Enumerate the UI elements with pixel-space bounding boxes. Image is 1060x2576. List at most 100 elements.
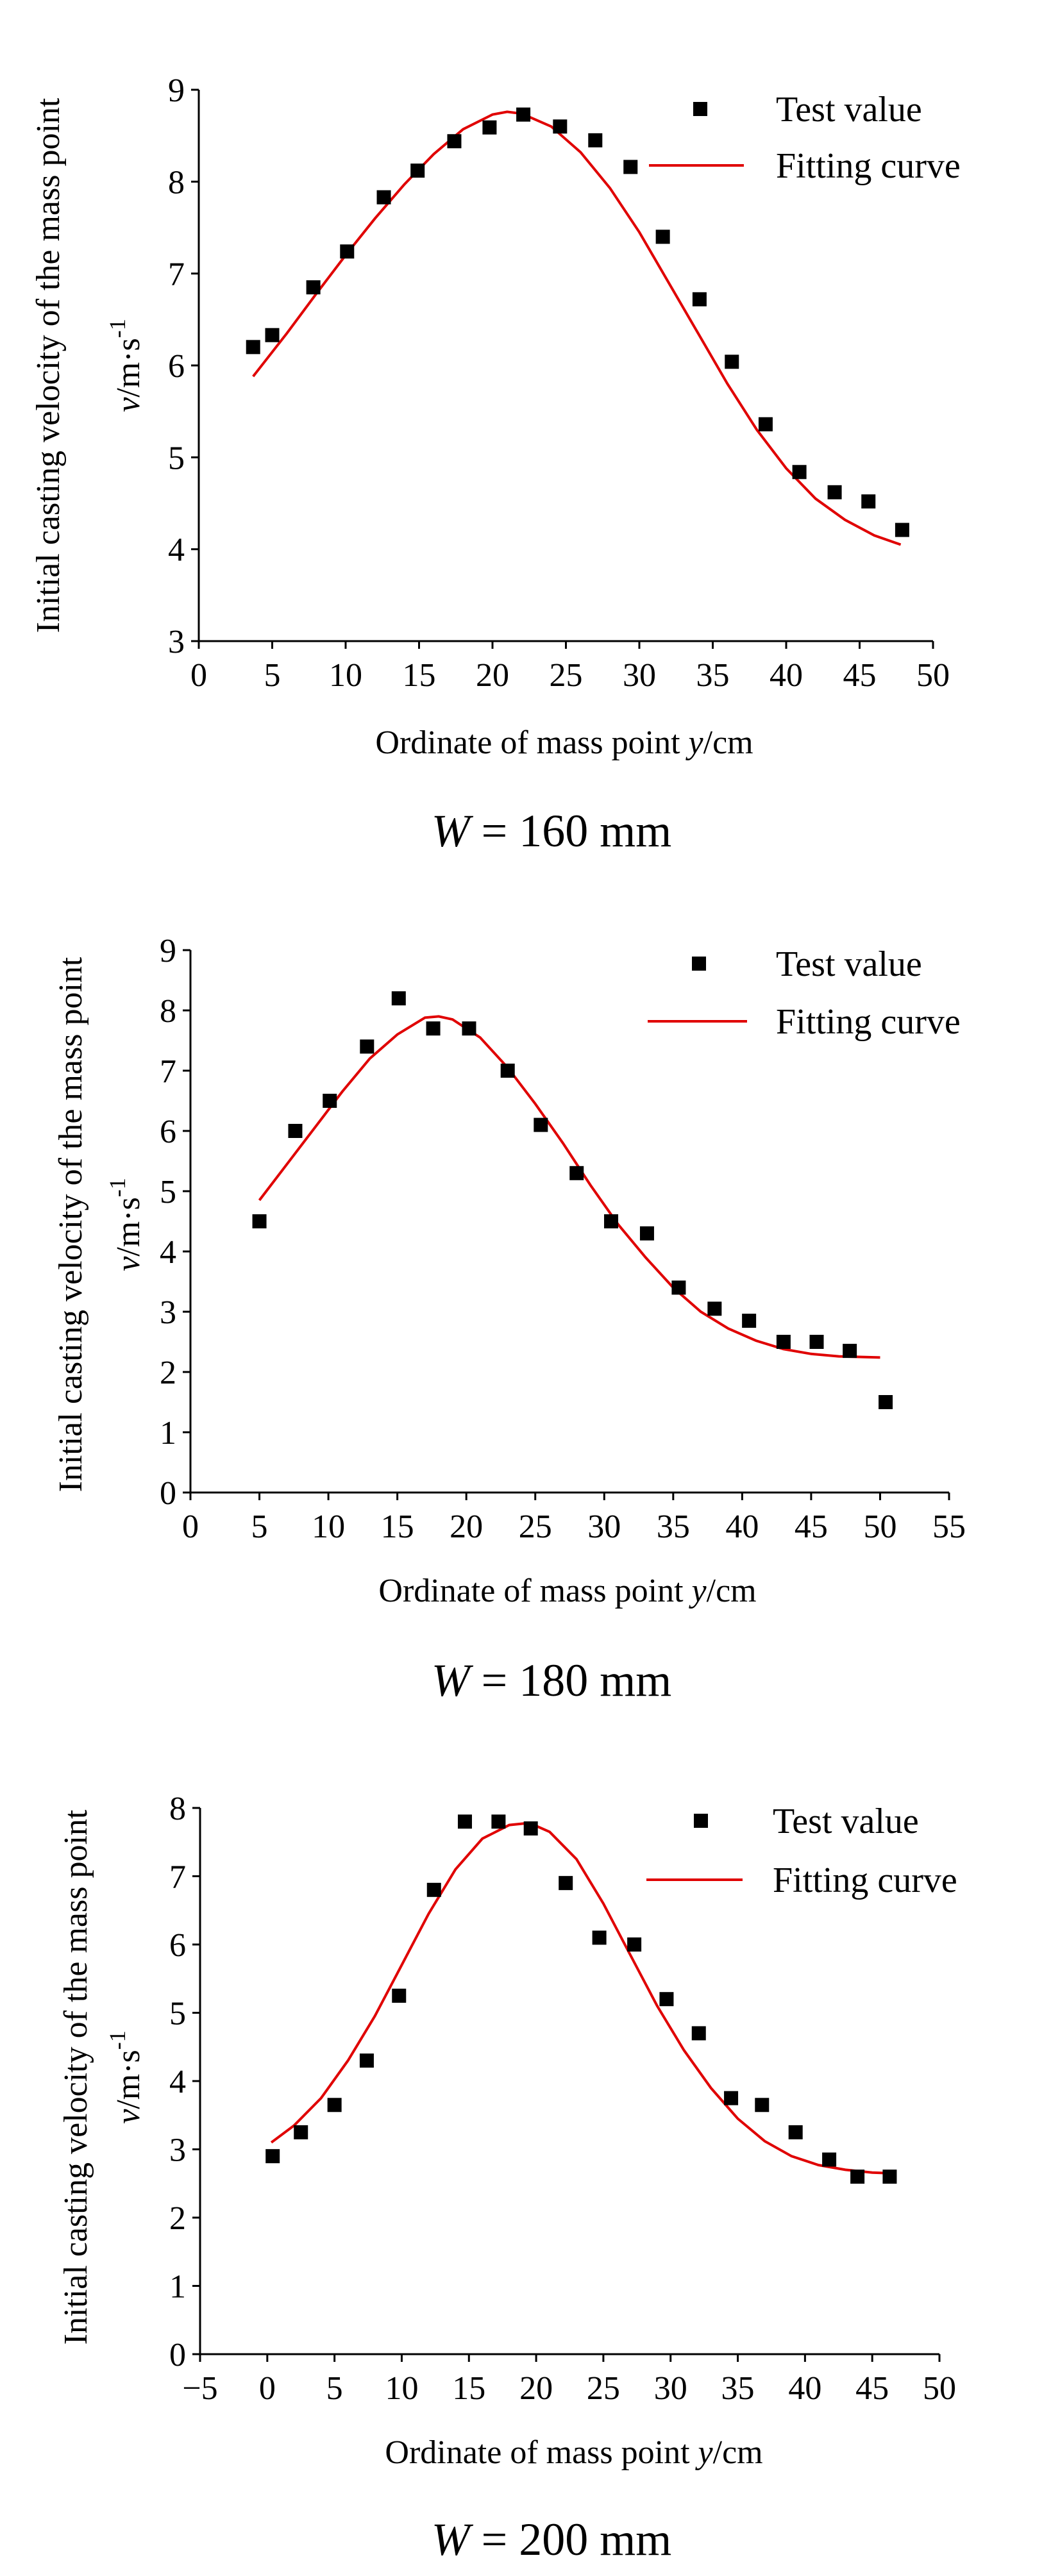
x-tick-label: 40 (788, 2370, 821, 2407)
test-value-point (359, 2053, 374, 2068)
x-title-text: Ordinate of mass point (385, 2434, 698, 2471)
x-tick-label: 10 (385, 2370, 418, 2407)
y-tick-label: 5 (168, 440, 185, 476)
legend-label-fitting-curve: Fitting curve (776, 146, 961, 186)
y-tick-label: 9 (160, 933, 176, 969)
test-value-point (294, 2125, 308, 2139)
test-value-point (426, 1882, 441, 1897)
test-value-point (265, 328, 280, 342)
x-tick-label: 35 (696, 657, 730, 694)
x-tick-label: 0 (182, 1509, 199, 1545)
y-unit-variable: v (110, 397, 147, 412)
test-value-point (391, 991, 406, 1006)
test-value-point (246, 340, 260, 355)
y-unit-superscript: -1 (105, 1178, 130, 1197)
y-axis-unit: v/m·s-1 (105, 2030, 147, 2124)
test-value-point (882, 2170, 897, 2184)
x-axis-title: Ordinate of mass point y/cm (375, 724, 753, 761)
test-value-point (392, 1988, 407, 2003)
y-tick-label: 8 (169, 1791, 186, 1827)
test-value-point (491, 1814, 506, 1829)
test-value-point (604, 1214, 619, 1228)
y-tick-label: 0 (160, 1475, 176, 1512)
x-tick-label: 5 (251, 1509, 268, 1545)
y-axis-unit: v/m·s-1 (105, 319, 147, 412)
x-tick-label: 30 (587, 1509, 621, 1545)
x-tick-label: 15 (403, 657, 436, 694)
x-title-text: Ordinate of mass point (378, 1573, 691, 1609)
test-value-point (725, 355, 739, 369)
x-tick-label: 45 (843, 657, 877, 694)
test-value-point (323, 1094, 337, 1108)
legend-label-test-value: Test value (773, 1802, 919, 1841)
y-tick-label: 4 (168, 532, 185, 569)
test-value-point (559, 1876, 573, 1891)
x-title-variable: y (689, 1573, 707, 1609)
y-axis-title: Initial casting velocity of the mass poi… (53, 957, 89, 1492)
caption-variable: W (432, 805, 474, 857)
test-value-point (639, 1226, 654, 1241)
test-value-point (659, 1992, 674, 2007)
test-value-point (592, 1930, 607, 1945)
y-unit-variable: v (110, 1256, 147, 1271)
y-tick-label: 2 (169, 2200, 186, 2237)
x-tick-label: 20 (476, 657, 509, 694)
x-tick-label: 20 (519, 2370, 553, 2407)
test-value-point (252, 1214, 267, 1228)
test-value-point (861, 494, 876, 509)
x-tick-label: 15 (452, 2370, 485, 2407)
test-value-point (516, 107, 531, 122)
x-tick-label: 0 (190, 657, 207, 694)
x-tick-label: 10 (329, 657, 362, 694)
y-tick-label: 4 (169, 2064, 186, 2100)
x-tick-label: 25 (550, 657, 583, 694)
y-tick-label: 3 (168, 624, 185, 660)
x-tick-label: 15 (381, 1509, 414, 1545)
test-value-point (792, 465, 807, 480)
x-tick-label: 25 (519, 1509, 552, 1545)
y-tick-label: 4 (160, 1234, 176, 1271)
x-tick-label: 50 (916, 657, 950, 694)
test-value-point (360, 1039, 374, 1054)
test-value-point (895, 523, 909, 537)
test-value-point (691, 2026, 706, 2041)
test-value-point (288, 1124, 303, 1138)
test-value-point (692, 292, 707, 306)
test-value-point (265, 2149, 280, 2164)
y-axis-title: Initial casting velocity of the mass poi… (58, 1809, 94, 2345)
test-value-point (850, 2170, 865, 2184)
test-value-point (822, 2152, 837, 2167)
test-value-point (724, 2091, 739, 2105)
x-tick-label: 50 (923, 2370, 956, 2407)
test-value-point (627, 1937, 642, 1952)
caption-variable: W (432, 1655, 474, 1706)
test-value-point (809, 1335, 824, 1349)
y-unit-superscript: -1 (105, 2030, 130, 2050)
y-unit-variable: v (110, 2109, 147, 2124)
x-tick-label: 30 (654, 2370, 687, 2407)
x-tick-label: 45 (855, 2370, 889, 2407)
test-value-point (758, 417, 773, 431)
test-value-point (447, 134, 462, 149)
y-tick-label: 7 (169, 1859, 186, 1896)
y-unit-superscript: -1 (105, 319, 130, 338)
y-unit-text: /m·s (110, 1197, 147, 1256)
legend-label-fitting-curve: Fitting curve (776, 1002, 961, 1042)
test-value-point (827, 485, 842, 499)
legend-label-test-value: Test value (776, 944, 922, 984)
test-value-point (306, 280, 321, 295)
y-tick-label: 1 (160, 1415, 176, 1451)
y-unit-text: /m·s (110, 338, 147, 397)
legend-label-fitting-curve: Fitting curve (773, 1861, 957, 1900)
x-tick-label: 50 (863, 1509, 896, 1545)
test-value-point (553, 119, 568, 134)
test-value-point (788, 2125, 803, 2139)
caption-value: = 180 mm (470, 1655, 672, 1706)
y-axis-unit: v/m·s-1 (105, 1178, 147, 1271)
test-value-point (588, 133, 603, 147)
x-tick-label: 30 (623, 657, 656, 694)
test-value-point (534, 1117, 548, 1132)
